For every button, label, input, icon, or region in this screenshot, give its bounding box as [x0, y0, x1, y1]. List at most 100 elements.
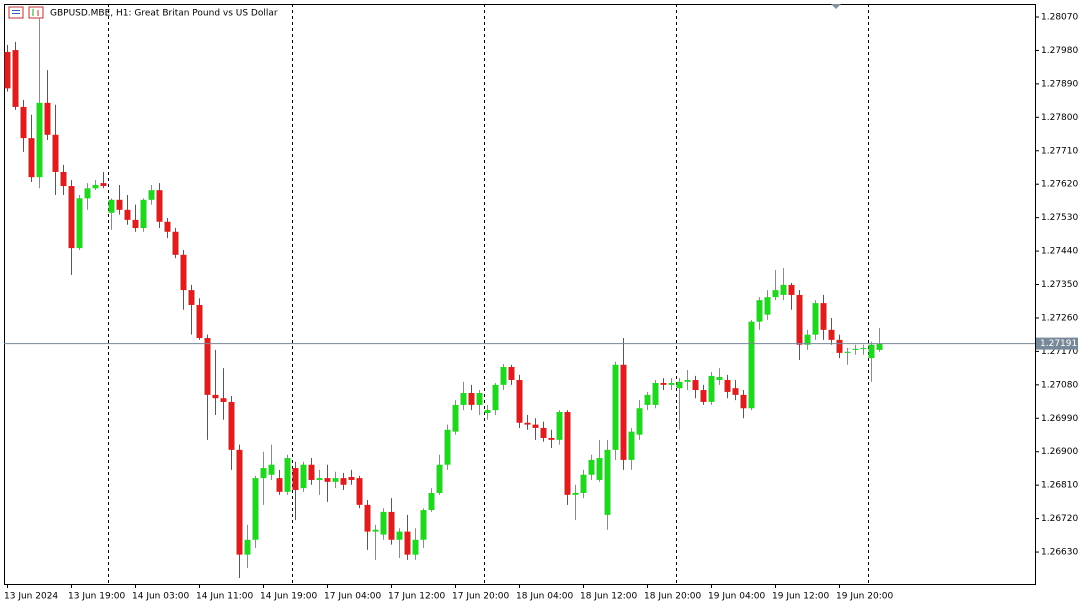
candle-body: [492, 384, 499, 411]
x-tick-label: 18 Jun 12:00: [580, 592, 637, 602]
candle-body: [44, 102, 51, 135]
x-tick-label: 13 Jun 2024: [4, 592, 58, 602]
candle-body: [204, 338, 211, 395]
candle-body: [292, 468, 299, 490]
candle-body: [524, 422, 531, 425]
candle-body: [668, 382, 675, 385]
candle-body: [420, 510, 427, 540]
candle-body: [116, 199, 123, 210]
candle-body: [332, 478, 339, 482]
candle-body: [132, 219, 139, 229]
candle-body: [468, 393, 475, 405]
candle-body: [484, 410, 491, 414]
candle-body: [428, 492, 435, 511]
candle-body: [740, 394, 747, 409]
candle-body: [12, 50, 19, 107]
x-tick-label: 14 Jun 03:00: [132, 592, 189, 602]
candle-body: [532, 424, 539, 428]
y-tick-label: 1.27260: [1041, 313, 1078, 323]
candle-body: [500, 367, 507, 385]
candle-body: [692, 380, 699, 391]
candle-body: [700, 390, 707, 402]
candle-body: [188, 290, 195, 305]
candle-body: [148, 190, 155, 200]
candle-body: [452, 404, 459, 432]
y-tick-label: 1.27800: [1041, 113, 1078, 123]
y-tick-label: 1.27530: [1041, 213, 1078, 223]
candle-body: [308, 464, 315, 480]
x-tick-label: 14 Jun 11:00: [196, 592, 253, 602]
candle-body: [28, 138, 35, 178]
candle-body: [412, 539, 419, 555]
candle-body: [708, 375, 715, 402]
current-price-label: 1.27191: [1040, 339, 1077, 349]
candle-body: [772, 290, 779, 298]
candle-body: [828, 329, 835, 340]
candle-body: [180, 254, 187, 291]
x-tick-label: 19 Jun 20:00: [836, 592, 893, 602]
x-tick-label: 18 Jun 20:00: [644, 592, 701, 602]
candle-body: [852, 348, 859, 350]
candle-body: [756, 300, 763, 322]
candle-body: [356, 478, 363, 505]
y-tick-label: 1.26900: [1041, 447, 1078, 457]
candle-body: [284, 458, 291, 492]
candle-body: [460, 393, 467, 405]
candle-body: [540, 427, 547, 438]
candle-body: [236, 449, 243, 555]
candle-body: [60, 171, 67, 187]
window-icons: [8, 6, 44, 19]
x-tick-label: 19 Jun 12:00: [772, 592, 829, 602]
candle-body: [220, 398, 227, 402]
candle-body: [860, 348, 867, 350]
y-tick-label: 1.26810: [1041, 481, 1078, 491]
candle-body: [652, 382, 659, 405]
candle-body: [724, 380, 731, 392]
candle-body: [300, 464, 307, 489]
candle-body: [84, 188, 91, 199]
current-price-box: [1036, 337, 1078, 350]
candle-body: [876, 343, 883, 350]
candle-body: [172, 231, 179, 255]
candle-body: [4, 51, 11, 89]
candle-body: [372, 529, 379, 532]
candle-body: [572, 492, 579, 495]
y-tick-label: 1.27980: [1041, 46, 1078, 56]
x-tick-label: 19 Jun 04:00: [708, 592, 765, 602]
candle-body: [164, 221, 171, 232]
candle-body: [564, 411, 571, 495]
candle-body: [324, 478, 331, 482]
candle-body: [620, 364, 627, 460]
x-tick-label: 17 Jun 12:00: [388, 592, 445, 602]
candle-body: [52, 134, 59, 172]
y-tick-label: 1.27440: [1041, 247, 1078, 257]
y-tick-label: 1.27350: [1041, 280, 1078, 290]
candle-body: [812, 303, 819, 335]
candle-body: [396, 531, 403, 540]
candle-body: [212, 394, 219, 399]
candle-body: [244, 539, 251, 555]
candle-body: [588, 459, 595, 475]
candle-body: [820, 303, 827, 330]
candle-body: [380, 511, 387, 535]
candle-body: [780, 284, 787, 295]
candle-body: [316, 478, 323, 480]
candle-body: [20, 106, 27, 139]
x-tick-label: 17 Jun 04:00: [324, 592, 381, 602]
candle-body: [732, 388, 739, 395]
icon-chart: [28, 6, 44, 19]
candle-body: [516, 380, 523, 423]
y-tick-label: 1.28070: [1041, 13, 1078, 23]
candle-body: [436, 464, 443, 493]
candle-body: [252, 478, 259, 540]
candle-body: [140, 199, 147, 229]
chart-title: GBPUSD.MBE, H1: Great Britan Pound vs US…: [50, 9, 278, 19]
icon-list: [8, 6, 24, 19]
candle-body: [764, 297, 771, 315]
candle-body: [604, 449, 611, 515]
candle-body: [660, 382, 667, 385]
candle-body: [68, 186, 75, 249]
candle-body: [548, 437, 555, 440]
candle-body: [364, 504, 371, 532]
